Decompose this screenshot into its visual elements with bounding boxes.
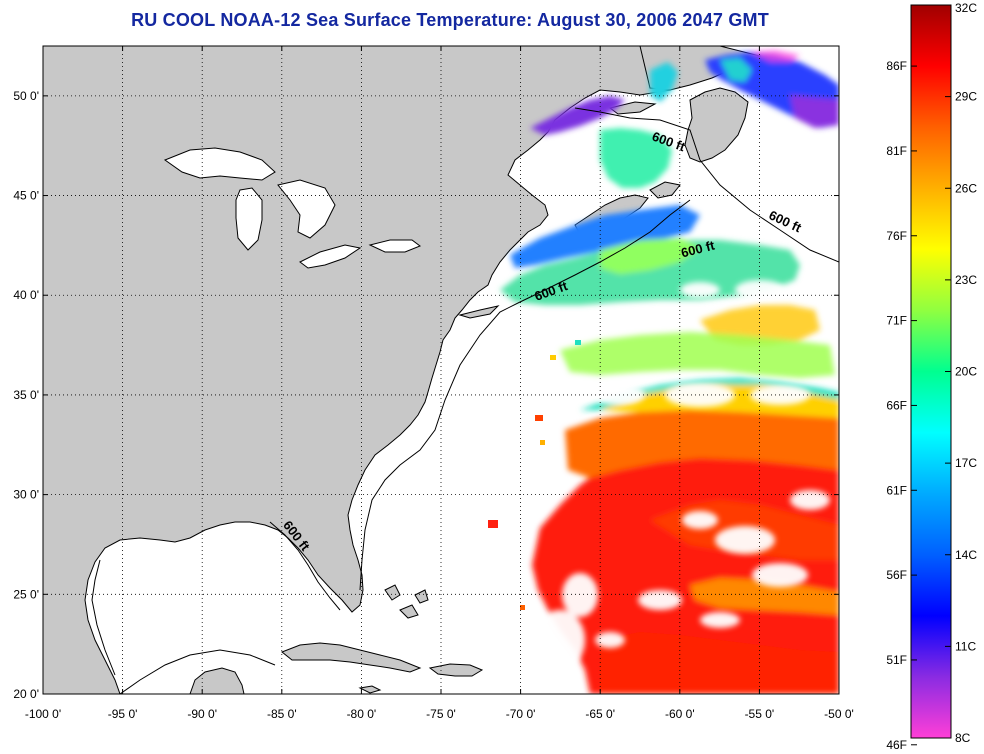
colorbar-f-label: 46F (886, 738, 907, 752)
lon-tick-label: -60 0' (665, 707, 695, 721)
colorbar-f-label: 76F (886, 229, 907, 243)
map-axes: -100 0' -95 0' -90 0' -85 0' -80 0' -75 0' -70… (13, 46, 854, 721)
lat-tick-label: 20 0' (13, 687, 39, 701)
colorbar-c-label: 32C (955, 1, 977, 15)
sst-data-layer (488, 50, 839, 694)
lat-tick-label: 35 0' (13, 388, 39, 402)
lake-superior (163, 147, 276, 181)
colorbar-c-label: 14C (955, 548, 977, 562)
lon-tick-label: -100 0' (25, 707, 61, 721)
colorbar-f-label: 81F (886, 144, 907, 158)
colorbar-c-label: 8C (955, 731, 971, 745)
jamaica-land (358, 685, 382, 694)
colorbar-f-label: 51F (886, 653, 907, 667)
colorbar-gradient (910, 4, 952, 739)
colorbar-f-label: 61F (886, 483, 907, 497)
colorbar-c-label: 11C (955, 639, 976, 653)
lake-ontario (368, 239, 422, 253)
colorbar-f-label: 56F (886, 568, 907, 582)
lon-tick-label: -50 0' (824, 707, 854, 721)
lon-tick-label: -85 0' (267, 707, 297, 721)
colorbar-f-label: 66F (886, 398, 907, 412)
newfoundland-land (684, 87, 749, 163)
lake-michigan (235, 187, 263, 251)
isobath-line (91, 107, 839, 694)
lon-tick-label: -95 0' (108, 707, 138, 721)
colorbar-c-label: 17C (955, 456, 977, 470)
colorbar-ticks: 32C 29C 26C 23C 20C 17C 14C 11C 8C 86F 81F 76F 71F 66… (886, 1, 977, 752)
yucatan-land (189, 667, 245, 694)
great-lakes-layer (163, 147, 422, 269)
map-title: RU COOL NOAA-12 Sea Surface Temperature:… (131, 10, 769, 30)
lon-tick-label: -90 0' (187, 707, 217, 721)
colorbar-c-label: 20C (955, 365, 977, 379)
lat-tick-label: 50 0' (13, 89, 39, 103)
colorbar-f-label: 71F (886, 314, 907, 328)
lon-tick-label: -75 0' (426, 707, 456, 721)
lon-tick-label: -55 0' (745, 707, 775, 721)
lon-tick-label: -80 0' (347, 707, 377, 721)
lat-tick-label: 45 0' (13, 189, 39, 203)
lat-tick-label: 25 0' (13, 587, 39, 601)
colorbar-c-label: 23C (955, 273, 977, 287)
lat-tick-label: 30 0' (13, 488, 39, 502)
lake-huron (277, 179, 336, 239)
lake-erie (299, 244, 362, 269)
anticosti-land (608, 101, 657, 115)
colorbar: 32C 29C 26C 23C 20C 17C 14C 11C 8C 86F 81F 76F 71F 66… (886, 1, 977, 752)
colorbar-c-label: 29C (955, 90, 977, 104)
lat-tick-label: 40 0' (13, 288, 39, 302)
long-island-land (458, 305, 500, 319)
north-america-land (43, 46, 721, 694)
colorbar-f-label: 86F (886, 59, 907, 73)
lon-tick-label: -65 0' (585, 707, 615, 721)
colorbar-c-label: 26C (955, 181, 977, 195)
lon-tick-label: -70 0' (506, 707, 536, 721)
cuba-land (281, 642, 422, 673)
graticule (43, 46, 839, 694)
cape-breton-land (649, 181, 681, 199)
